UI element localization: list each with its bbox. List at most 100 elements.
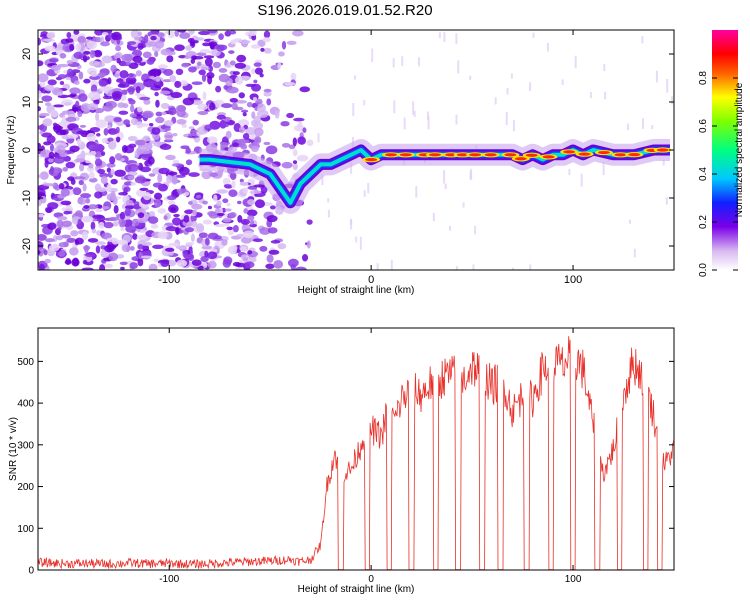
- noise-streak: [628, 219, 631, 224]
- noise-speckle: [231, 180, 236, 189]
- noise-speckle: [40, 31, 49, 37]
- y-tick-label: 200: [17, 482, 34, 493]
- noise-speckle: [249, 219, 255, 225]
- noise-speckle: [153, 258, 159, 263]
- noise-speckle: [216, 44, 225, 52]
- ridge-peak-core: [399, 153, 412, 157]
- noise-speckle: [128, 73, 135, 78]
- noise-speckle: [59, 129, 69, 136]
- noise-speckle: [204, 57, 213, 67]
- noise-speckle: [72, 187, 82, 196]
- noise-speckle: [239, 246, 247, 252]
- noise-streak: [474, 225, 477, 235]
- noise-speckle: [116, 57, 121, 64]
- noise-speckle: [152, 244, 164, 249]
- noise-speckle: [61, 110, 73, 115]
- noise-streak: [415, 186, 418, 198]
- noise-speckle: [207, 260, 217, 269]
- noise-streak: [472, 264, 475, 270]
- noise-speckle: [90, 221, 96, 231]
- noise-speckle: [240, 218, 251, 225]
- noise-speckle: [65, 161, 76, 169]
- noise-speckle: [148, 263, 158, 270]
- noise-speckle: [107, 137, 114, 143]
- noise-speckle: [97, 168, 106, 175]
- noise-speckle: [66, 31, 72, 39]
- noise-speckle: [55, 145, 66, 155]
- colorbar-label: Normalized spectral amplitude: [734, 82, 745, 217]
- noise-speckle: [260, 47, 265, 52]
- noise-speckle: [56, 92, 64, 96]
- noise-speckle: [292, 149, 298, 157]
- noise-speckle: [86, 67, 97, 75]
- noise-streak: [443, 32, 446, 42]
- noise-speckle: [39, 171, 49, 180]
- noise-speckle: [306, 219, 313, 225]
- noise-speckle: [127, 79, 136, 85]
- noise-speckle: [188, 201, 193, 205]
- noise-speckle: [42, 183, 55, 187]
- noise-speckle: [106, 183, 112, 192]
- noise-speckle: [94, 191, 103, 199]
- noise-speckle: [127, 97, 133, 102]
- noise-speckle: [160, 102, 170, 110]
- x-tick-label: 0: [368, 574, 374, 585]
- noise-speckle: [137, 42, 144, 51]
- x-tick-label: 0: [368, 274, 374, 286]
- noise-speckle: [226, 226, 233, 231]
- noise-speckle: [102, 95, 113, 100]
- noise-speckle: [182, 250, 189, 258]
- noise-speckle: [251, 119, 259, 127]
- noise-speckle: [170, 91, 183, 99]
- noise-speckle: [62, 115, 67, 122]
- noise-speckle: [254, 127, 264, 137]
- noise-speckle: [136, 106, 143, 113]
- noise-speckle: [85, 160, 91, 164]
- noise-speckle: [89, 50, 96, 59]
- noise-streak: [604, 91, 607, 100]
- noise-speckle: [38, 142, 42, 150]
- noise-speckle: [101, 206, 110, 210]
- noise-speckle: [157, 231, 168, 240]
- noise-speckle: [254, 67, 264, 75]
- noise-speckle: [164, 127, 172, 132]
- snr-series-line: [38, 336, 674, 570]
- noise-speckle: [99, 172, 109, 178]
- noise-speckle: [197, 103, 208, 111]
- colorbar-tick-label: 0.0: [698, 263, 709, 277]
- noise-speckle: [43, 141, 52, 146]
- noise-streak: [457, 60, 460, 74]
- noise-speckle: [48, 244, 60, 252]
- noise-streak: [392, 58, 395, 68]
- noise-speckle: [191, 203, 203, 210]
- noise-streak: [355, 236, 358, 243]
- noise-speckle: [273, 259, 284, 269]
- noise-speckle: [302, 127, 307, 133]
- noise-speckle: [163, 139, 174, 143]
- noise-speckle: [253, 184, 266, 188]
- noise-speckle: [242, 133, 250, 140]
- noise-speckle: [292, 30, 304, 37]
- noise-speckle: [242, 112, 247, 117]
- noise-speckle: [226, 202, 231, 207]
- noise-speckle: [128, 143, 137, 148]
- noise-speckle: [176, 259, 188, 268]
- noise-speckle: [163, 68, 174, 76]
- noise-speckle: [38, 201, 42, 207]
- noise-speckle: [277, 62, 282, 70]
- noise-speckle: [174, 30, 179, 37]
- noise-speckle: [66, 68, 74, 78]
- noise-speckle: [221, 103, 233, 109]
- noise-speckle: [255, 98, 263, 105]
- noise-speckle: [168, 204, 179, 214]
- noise-speckle: [56, 219, 64, 228]
- noise-speckle: [130, 30, 140, 39]
- noise-streak: [376, 263, 379, 270]
- noise-speckle: [147, 156, 155, 165]
- noise-speckle: [250, 68, 256, 74]
- noise-streak: [510, 73, 513, 79]
- y-tick-label: 10: [21, 96, 33, 108]
- noise-speckle: [284, 81, 296, 86]
- colorbar-tick-label: 0.2: [698, 215, 709, 229]
- noise-speckle: [83, 78, 91, 84]
